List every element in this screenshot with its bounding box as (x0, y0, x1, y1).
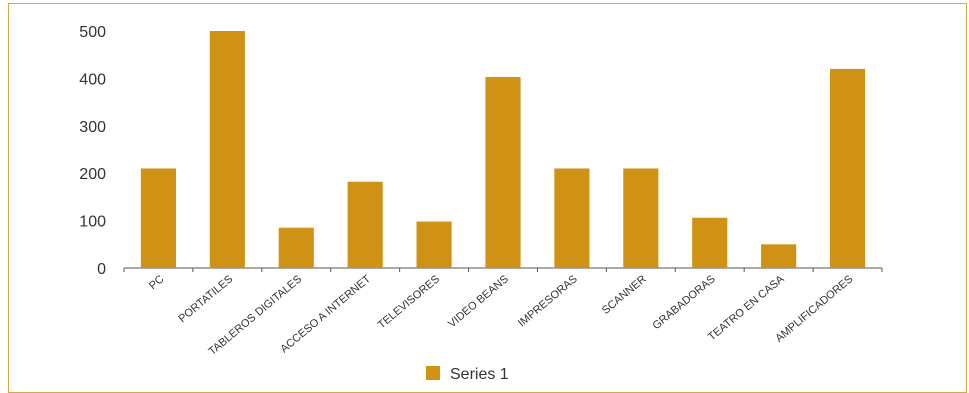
y-tick-label: 300 (79, 119, 106, 136)
bar-acceso-a-internet (347, 181, 383, 268)
x-tick-label: AMPLIFICADORES (773, 273, 855, 345)
bar-scanner (623, 168, 659, 268)
bar-portatiles (209, 31, 245, 268)
y-tick-label: 100 (79, 214, 106, 231)
bar-impresoras (554, 168, 590, 268)
y-tick-label: 400 (79, 71, 106, 88)
legend: Series 1 (426, 366, 509, 383)
bar-pc (140, 168, 177, 268)
x-tick-label: SCANNER (600, 273, 649, 317)
x-tick-label: TELEVISORES (376, 273, 442, 331)
x-tick-label: PORTATILES (177, 273, 236, 325)
bar-televisores (416, 221, 452, 268)
x-tick-label: IMPRESORAS (516, 273, 580, 329)
bars (140, 31, 866, 268)
y-tick-label: 200 (79, 166, 106, 183)
bar-teatro-en-casa (761, 244, 797, 268)
bar-tableros-digitales (278, 227, 314, 268)
x-tick-label: VIDEO BEANS (446, 273, 511, 330)
y-tick-label: 0 (97, 261, 106, 278)
bar-video-beans (485, 76, 521, 268)
x-tick-label: GRABADORAS (650, 273, 717, 332)
x-tick-label: PC (147, 273, 166, 292)
bar-amplificadores (829, 68, 866, 268)
bar-grabadoras (692, 217, 728, 268)
legend-label-series-1: Series 1 (450, 366, 509, 383)
y-axis: 0 100 200 300 400 500 (79, 24, 106, 278)
legend-swatch-series-1 (426, 366, 440, 380)
y-tick-label: 500 (79, 24, 106, 41)
x-tick-label: TEATRO EN CASA (706, 273, 787, 344)
